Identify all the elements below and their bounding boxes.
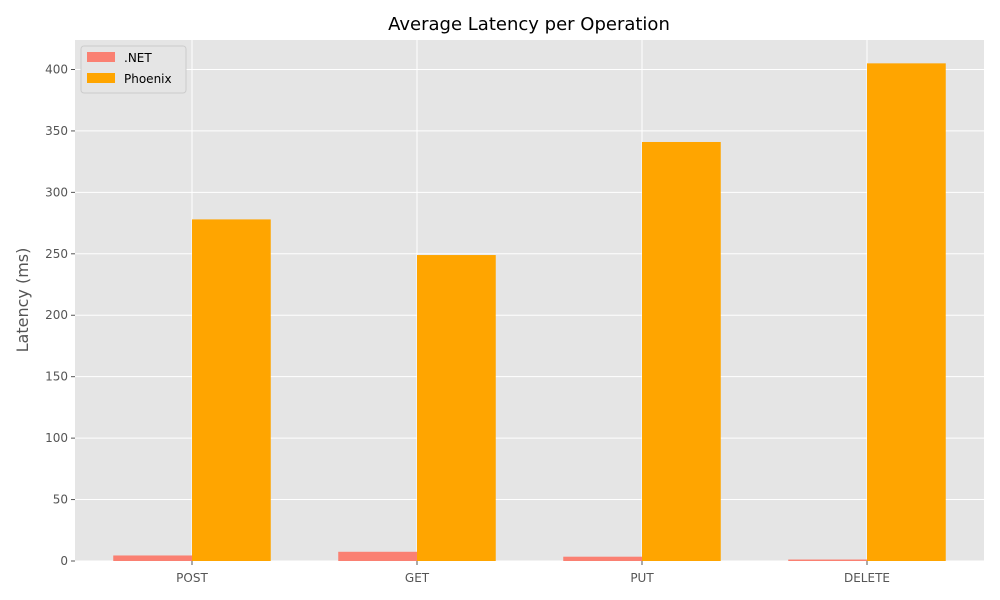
y-tick-label: 300 (45, 185, 68, 199)
y-axis-ticks: 0 50 100 150 200 250 300 350 400 (45, 62, 75, 568)
legend-label-dotnet: .NET (124, 51, 152, 65)
x-tick-label: GET (405, 571, 430, 585)
bar-dotnet-delete (788, 559, 867, 561)
y-tick-label: 400 (45, 62, 68, 76)
chart-title: Average Latency per Operation (388, 14, 670, 35)
x-tick-label: DELETE (844, 571, 890, 585)
y-tick-label: 350 (45, 124, 68, 138)
bar-phoenix-delete (867, 63, 946, 561)
y-tick-label: 50 (53, 493, 68, 507)
y-tick-label: 100 (45, 431, 68, 445)
y-tick-label: 150 (45, 370, 68, 384)
y-axis-label: Latency (ms) (13, 248, 32, 353)
x-tick-label: PUT (630, 571, 654, 585)
y-tick-label: 200 (45, 308, 68, 322)
x-axis-ticks: POST GET PUT DELETE (176, 561, 890, 585)
y-tick-label: 0 (60, 554, 68, 568)
x-tick-label: POST (176, 571, 208, 585)
bar-dotnet-put (563, 556, 642, 561)
legend-label-phoenix: Phoenix (124, 72, 172, 86)
legend: .NET Phoenix (80, 45, 187, 94)
legend-swatch-dotnet (87, 52, 115, 62)
bar-dotnet-get (338, 551, 417, 561)
legend-swatch-phoenix (87, 73, 115, 83)
bar-dotnet-post (113, 555, 192, 561)
bar-phoenix-post (192, 219, 271, 561)
bar-phoenix-get (417, 255, 496, 561)
bar-phoenix-put (642, 141, 721, 561)
bars (113, 63, 946, 561)
y-tick-label: 250 (45, 247, 68, 261)
